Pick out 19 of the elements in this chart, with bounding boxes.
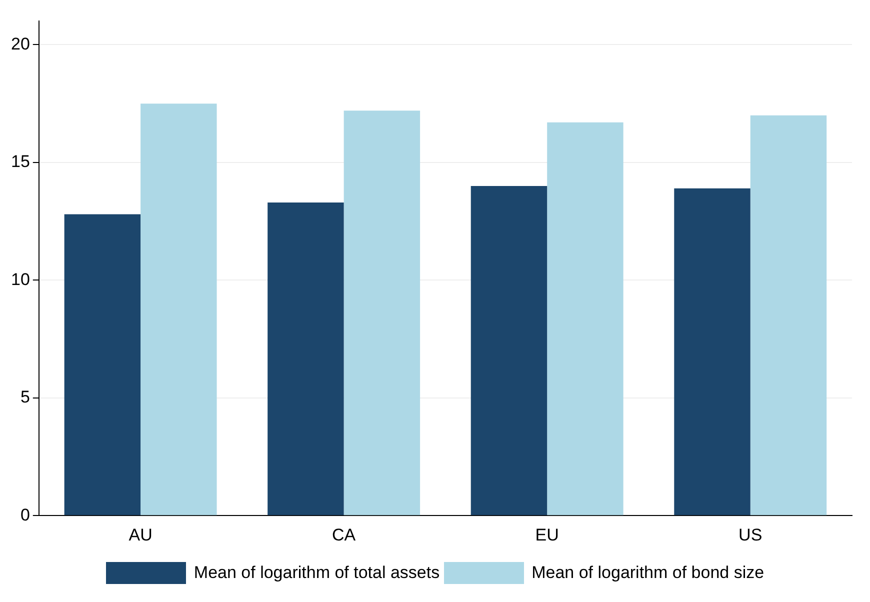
y-tick-label: 10 xyxy=(10,270,30,289)
bar xyxy=(344,110,420,516)
x-tick-label: US xyxy=(738,525,762,544)
bar xyxy=(547,122,624,516)
legend-label: Mean of logarithm of bond size xyxy=(532,563,764,583)
x-tick-label: CA xyxy=(332,525,356,544)
legend-label: Mean of logarithm of total assets xyxy=(194,563,440,583)
bar xyxy=(64,214,141,516)
x-tick-label: EU xyxy=(535,525,559,544)
y-tick-label: 5 xyxy=(20,388,30,407)
bar xyxy=(750,115,827,516)
y-tick-label: 20 xyxy=(10,34,30,54)
bar xyxy=(268,202,344,516)
bar xyxy=(674,188,750,516)
y-tick-label: 15 xyxy=(10,152,30,172)
bar xyxy=(470,186,548,516)
x-tick-label: AU xyxy=(128,525,152,544)
bar xyxy=(140,104,217,516)
y-tick-label: 0 xyxy=(20,505,30,524)
